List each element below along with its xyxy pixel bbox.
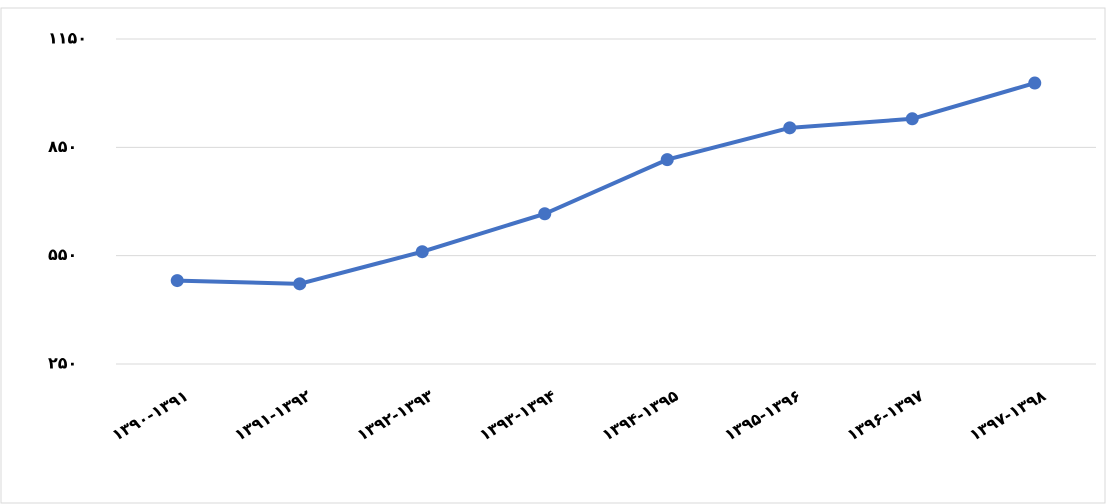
y-tick-label: ۲۵۰ bbox=[48, 354, 77, 373]
marker bbox=[538, 207, 552, 221]
marker bbox=[905, 112, 919, 126]
y-tick-label: ۸۵۰ bbox=[48, 137, 77, 156]
marker bbox=[293, 277, 307, 291]
marker bbox=[1028, 76, 1042, 90]
line bbox=[177, 81, 1036, 286]
marker bbox=[660, 153, 674, 167]
y-tick-label: ۱۱۵۰ bbox=[48, 29, 87, 48]
marker bbox=[170, 274, 184, 288]
marker bbox=[783, 121, 797, 135]
marker bbox=[415, 245, 429, 259]
y-tick-label: ۵۵۰ bbox=[48, 245, 77, 264]
